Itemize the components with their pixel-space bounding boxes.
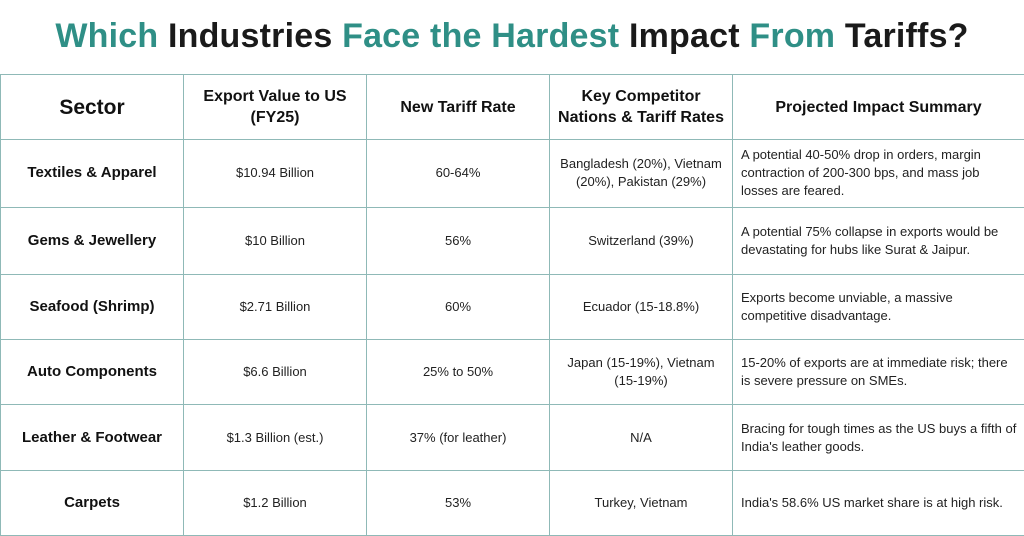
cell-export-value: $2.71 Billion: [183, 273, 367, 341]
cell-tariff-rate: 60-64%: [366, 139, 550, 208]
cell-competitors: N/A: [549, 404, 733, 471]
table-row: Carpets $1.2 Billion 53% Turkey, Vietnam…: [0, 469, 1024, 536]
title-part-from: From: [749, 17, 836, 55]
cell-sector: Leather & Footwear: [0, 404, 184, 471]
cell-export-value: $10.94 Billion: [183, 139, 367, 208]
cell-export-value: $1.2 Billion: [183, 469, 367, 536]
cell-tariff-rate: 60%: [366, 273, 550, 341]
title-part-industries: Industries: [167, 17, 333, 55]
cell-sector: Auto Components: [0, 339, 184, 406]
cell-sector: Gems & Jewellery: [0, 206, 184, 275]
table-row: Gems & Jewellery $10 Billion 56% Switzer…: [0, 206, 1024, 275]
cell-impact-summary: A potential 40-50% drop in orders, margi…: [732, 139, 1024, 208]
header-tariff-rate: New Tariff Rate: [366, 73, 550, 141]
cell-competitors: Ecuador (15-18.8%): [549, 273, 733, 341]
cell-competitors: Switzerland (39%): [549, 206, 733, 275]
title-part-impact: Impact: [628, 17, 740, 55]
cell-competitors: Japan (15-19%), Vietnam (15-19%): [549, 339, 733, 406]
cell-export-value: $1.3 Billion (est.): [183, 404, 367, 471]
table-row: Seafood (Shrimp) $2.71 Billion 60% Ecuad…: [0, 273, 1024, 341]
cell-impact-summary: 15-20% of exports are at immediate risk;…: [732, 339, 1024, 406]
cell-export-value: $6.6 Billion: [183, 339, 367, 406]
cell-tariff-rate: 56%: [366, 206, 550, 275]
cell-impact-summary: India's 58.6% US market share is at high…: [732, 469, 1024, 536]
cell-impact-summary: Exports become unviable, a massive compe…: [732, 273, 1024, 341]
cell-tariff-rate: 37% (for leather): [366, 404, 550, 471]
cell-tariff-rate: 25% to 50%: [366, 339, 550, 406]
cell-impact-summary: Bracing for tough times as the US buys a…: [732, 404, 1024, 471]
cell-sector: Textiles & Apparel: [0, 139, 184, 208]
title-part-tariffs: Tariffs?: [844, 17, 969, 55]
header-competitors: Key Competitor Nations & Tariff Rates: [549, 73, 733, 141]
tariff-impact-table: Sector Export Value to US (FY25) New Tar…: [0, 73, 1024, 536]
table-header-row: Sector Export Value to US (FY25) New Tar…: [0, 73, 1024, 141]
header-impact-summary: Projected Impact Summary: [732, 73, 1024, 141]
cell-export-value: $10 Billion: [183, 206, 367, 275]
cell-sector: Carpets: [0, 469, 184, 536]
table-row: Auto Components $6.6 Billion 25% to 50% …: [0, 339, 1024, 406]
header-sector: Sector: [0, 73, 184, 141]
cell-competitors: Bangladesh (20%), Vietnam (20%), Pakista…: [549, 139, 733, 208]
page-title: Which Industries Face the Hardest Impact…: [0, 8, 1024, 64]
table-row: Textiles & Apparel $10.94 Billion 60-64%…: [0, 139, 1024, 208]
cell-sector: Seafood (Shrimp): [0, 273, 184, 341]
header-export-value: Export Value to US (FY25): [183, 73, 367, 141]
cell-tariff-rate: 53%: [366, 469, 550, 536]
cell-competitors: Turkey, Vietnam: [549, 469, 733, 536]
title-part-which: Which: [55, 17, 159, 55]
cell-impact-summary: A potential 75% collapse in exports woul…: [732, 206, 1024, 275]
table-row: Leather & Footwear $1.3 Billion (est.) 3…: [0, 404, 1024, 471]
title-part-face-hardest: Face the Hardest: [342, 17, 620, 55]
